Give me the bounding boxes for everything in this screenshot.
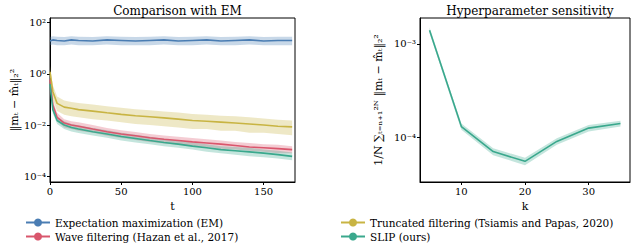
svg-text:30: 30 (582, 186, 595, 197)
svg-text:20: 20 (519, 186, 532, 197)
svg-text:Comparison with EM: Comparison with EM (113, 4, 242, 18)
svg-text:10²: 10² (29, 17, 46, 28)
svg-text:150: 150 (254, 186, 273, 197)
svg-text:Expectation maximization (EM): Expectation maximization (EM) (55, 217, 223, 229)
svg-text:t: t (170, 200, 175, 213)
svg-text:Hyperparameter sensitivity: Hyperparameter sensitivity (446, 4, 614, 18)
svg-text:SLIP (ours): SLIP (ours) (370, 231, 430, 243)
svg-text:10⁰: 10⁰ (29, 68, 46, 79)
svg-text:10: 10 (455, 186, 468, 197)
svg-text:Truncated filtering (Tsiamis a: Truncated filtering (Tsiamis and Papas, … (370, 217, 613, 229)
svg-text:10⁻⁴: 10⁻⁴ (394, 132, 416, 143)
svg-text:10⁻⁴: 10⁻⁴ (24, 171, 46, 182)
svg-text:50: 50 (115, 186, 128, 197)
svg-text:10⁻³: 10⁻³ (394, 38, 416, 49)
svg-text:Wave filtering (Hazan et al.,: Wave filtering (Hazan et al., 2017) (55, 231, 238, 243)
svg-text:100: 100 (183, 186, 202, 197)
svg-text:0: 0 (47, 186, 53, 197)
svg-text:1/N ∑ₜ₌ₙ₊₁²ᴺ ‖mₜ − m̂ₜ‖₂²: 1/N ∑ₜ₌ₙ₊₁²ᴺ ‖mₜ − m̂ₜ‖₂² (372, 34, 386, 165)
svg-text:‖mₜ − m̂ₜ‖₂²: ‖mₜ − m̂ₜ‖₂² (8, 69, 22, 131)
svg-text:k: k (522, 200, 529, 213)
svg-text:10⁻²: 10⁻² (24, 120, 46, 131)
